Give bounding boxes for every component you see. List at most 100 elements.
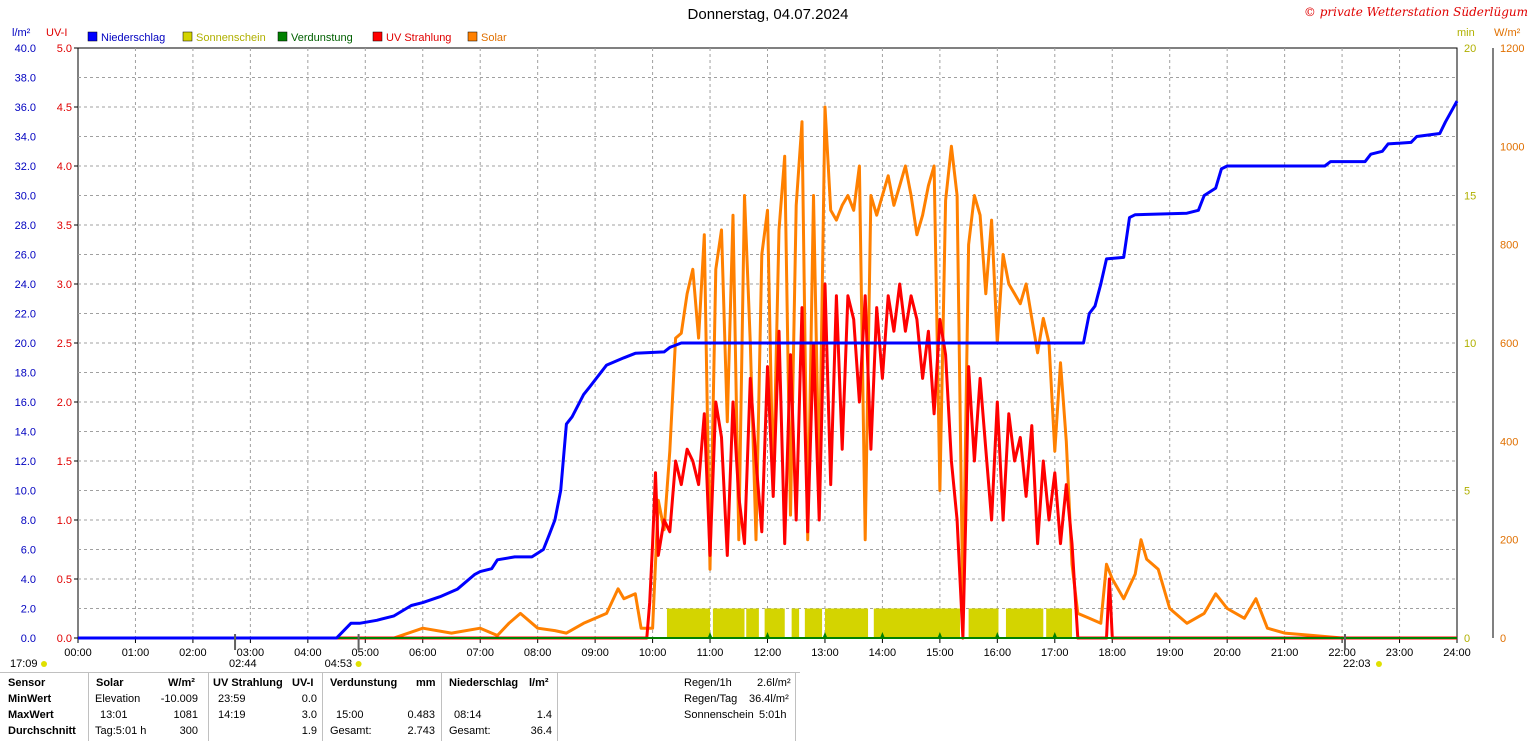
y-right2-tick-label: 600 xyxy=(1500,338,1518,350)
x-tick-label: 08:00 xyxy=(524,647,552,659)
marker-label-sunrise: 04:53 xyxy=(325,658,353,670)
marker-label-civil: 02:44 xyxy=(229,658,257,670)
x-tick-label: 22:00 xyxy=(1328,647,1356,659)
y-axes: 0.0 2.0 4.0 6.0 8.0 10.0 12.0 14.0 16.0 18.0 20.0 2… xyxy=(12,27,1524,645)
legend-label: Sonnenschein xyxy=(196,32,266,44)
y-left2-tick-label: 5.0 xyxy=(57,43,72,55)
y-left1-tick-label: 14.0 xyxy=(15,427,36,439)
y-right1-tick-label: 0 xyxy=(1464,633,1470,645)
series-line-niederschlag xyxy=(78,100,1459,640)
marker-label-sunset: 22:03 xyxy=(1343,658,1371,670)
solar-unit: W/m² xyxy=(168,677,195,689)
y-left1-tick-label: 2.0 xyxy=(21,604,36,616)
y-left1-tick-label: 34.0 xyxy=(15,132,36,144)
solar-max-time: 13:01 xyxy=(100,709,128,721)
solar-max-value: 1081 xyxy=(173,709,198,721)
legend-swatch xyxy=(277,31,288,42)
x-tick-label: 03:00 xyxy=(237,647,265,659)
table-divider xyxy=(557,672,558,741)
row-label-sensor: Sensor xyxy=(8,677,46,689)
weather-chart: 0.0 2.0 4.0 6.0 8.0 10.0 12.0 14.0 16.0 18.0 20.0 2… xyxy=(10,27,1524,670)
unit-uv: UV-I xyxy=(46,27,67,39)
table-divider xyxy=(322,672,323,741)
chart-title: Donnerstag, 04.07.2024 xyxy=(687,6,849,23)
y-left1-tick-label: 16.0 xyxy=(15,397,36,409)
sun-dot xyxy=(41,661,47,667)
y-left1-tick-label: 10.0 xyxy=(15,486,36,498)
solar-header: Solar xyxy=(96,677,124,689)
x-tick-label: 14:00 xyxy=(869,647,897,659)
sun-dot xyxy=(1375,661,1382,667)
legend-label: UV Strahlung xyxy=(386,32,451,44)
solar-min-value: -10.009 xyxy=(160,693,198,705)
y-right1-tick-label: 10 xyxy=(1464,338,1476,350)
sunshine-bar xyxy=(746,608,759,638)
y-right2-tick-label: 0 xyxy=(1500,633,1506,645)
solar-avg-label: Tag:5:01 h xyxy=(95,725,147,737)
x-tick-label: 23:00 xyxy=(1386,647,1414,659)
series-line-solar xyxy=(78,105,1457,640)
evaporation-marker xyxy=(822,632,827,637)
sunshine-bar xyxy=(1046,608,1073,638)
y-left1-tick-label: 8.0 xyxy=(21,515,36,527)
y-left2-tick-label: 2.5 xyxy=(57,338,72,350)
verdunstung-unit: mm xyxy=(416,677,436,689)
sun-markers: 17:09 02:44 04:53 22:03 xyxy=(10,634,1382,670)
y-right2-tick-label: 800 xyxy=(1500,240,1518,252)
y-left2-tick-label: 2.0 xyxy=(57,397,72,409)
y-left1-tick-label: 24.0 xyxy=(15,279,36,291)
verdunstung-header: Verdunstung xyxy=(330,677,398,689)
x-tick-label: 13:00 xyxy=(811,647,839,659)
y-left1-tick-label: 28.0 xyxy=(15,220,36,232)
sunshine-bar xyxy=(968,608,999,638)
x-axis: 00:00 01:00 02:00 03:00 04:00 05:00 06:00 07:00… xyxy=(64,638,1471,659)
y-left1-tick-label: 18.0 xyxy=(15,368,36,380)
x-tick-label: 19:00 xyxy=(1156,647,1184,659)
solar-avg-value: 300 xyxy=(179,725,198,737)
table-divider xyxy=(795,672,796,741)
summary-sunshine-value: 5:01h xyxy=(759,709,787,721)
evaporation-marker xyxy=(937,632,942,637)
y-left1-tick-label: 6.0 xyxy=(21,545,36,557)
x-tick-label: 18:00 xyxy=(1098,647,1126,659)
y-left2-tick-label: 4.0 xyxy=(57,161,72,173)
y-left2-tick-label: 1.0 xyxy=(57,515,72,527)
legend-swatch xyxy=(87,31,98,42)
table-divider xyxy=(88,672,89,741)
uv-min-time: 23:59 xyxy=(218,693,246,705)
x-tick-label: 07:00 xyxy=(466,647,494,659)
legend: Niederschlag Sonnenschein Verdunstung UV St… xyxy=(87,31,507,44)
y-right1-tick-label: 15 xyxy=(1464,191,1476,203)
y-right2-tick-label: 400 xyxy=(1500,436,1518,448)
y-left1-tick-label: 38.0 xyxy=(15,73,36,85)
uv-header: UV Strahlung xyxy=(213,677,283,689)
table-divider xyxy=(208,672,209,741)
y-left2-tick-label: 3.5 xyxy=(57,220,72,232)
x-tick-label: 11:00 xyxy=(697,647,724,659)
summary-rain-day-label: Regen/Tag xyxy=(684,693,738,705)
x-tick-label: 15:00 xyxy=(926,647,954,659)
niederschlag-max-value: 1.4 xyxy=(536,709,552,721)
y-left2-tick-label: 1.5 xyxy=(57,456,72,468)
evaporation-marker xyxy=(995,632,1000,637)
x-tick-label: 17:00 xyxy=(1041,647,1069,659)
series-layer xyxy=(78,100,1459,640)
x-tick-label: 21:00 xyxy=(1271,647,1299,659)
x-tick-label: 00:00 xyxy=(64,647,92,659)
legend-swatch xyxy=(467,31,478,42)
sunshine-bar xyxy=(804,608,823,638)
sunshine-bar xyxy=(824,608,869,638)
verdunstung-total-label: Gesamt: xyxy=(330,725,372,737)
verdunstung-max-value: 0.483 xyxy=(407,709,435,721)
x-tick-label: 20:00 xyxy=(1213,647,1241,659)
table-divider xyxy=(441,672,442,741)
y-left1-tick-label: 36.0 xyxy=(15,102,36,114)
solar-min-time: Elevation xyxy=(95,693,141,705)
unit-solar: W/m² xyxy=(1494,27,1521,39)
y-left1-tick-label: 12.0 xyxy=(15,456,36,468)
y-left1-tick-label: 22.0 xyxy=(15,309,36,321)
uv-max-value: 3.0 xyxy=(301,709,317,721)
verdunstung-total-value: 2.743 xyxy=(407,725,435,737)
y-right1-tick-label: 20 xyxy=(1464,43,1476,55)
x-tick-label: 09:00 xyxy=(581,647,609,659)
